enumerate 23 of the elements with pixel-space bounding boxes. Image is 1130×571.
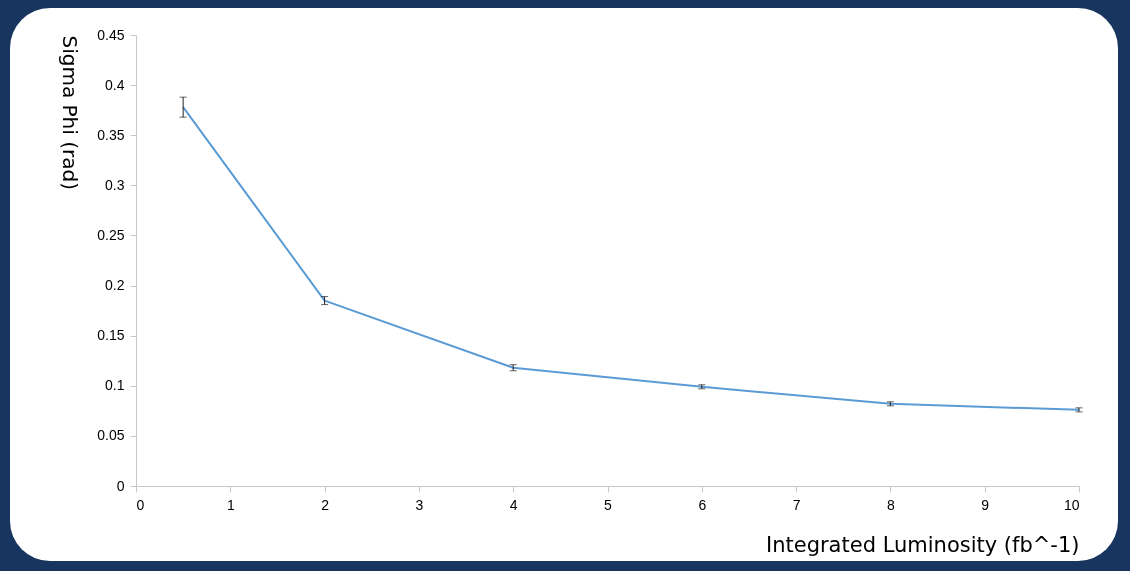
- x-tick-label: 6: [698, 496, 707, 513]
- x-tick-label: 0: [136, 496, 145, 513]
- x-axis-title: Integrated Luminosity (fb^-1): [766, 532, 1080, 557]
- x-tick-label: 7: [792, 496, 801, 513]
- y-axis-title: Sigma Phi (rad): [57, 35, 82, 190]
- x-tick-label: 10: [1063, 496, 1080, 513]
- x-tick-label: 4: [509, 496, 518, 513]
- y-tick-label: 0.25: [97, 226, 125, 243]
- y-tick-label: 0.1: [105, 377, 125, 394]
- y-tick-label: 0.45: [97, 26, 125, 43]
- y-tick-label: 0.15: [97, 327, 125, 344]
- y-tick-label: 0.05: [97, 427, 125, 444]
- y-tick-label: 0.35: [97, 126, 125, 143]
- x-tick-label: 3: [415, 496, 424, 513]
- y-tick-label: 0.4: [105, 76, 125, 93]
- x-tick-label: 5: [604, 496, 613, 513]
- y-tick-label: 0.3: [105, 176, 125, 193]
- x-tick-label: 1: [226, 496, 235, 513]
- x-tick-label: 9: [981, 496, 990, 513]
- y-tick-label: 0.2: [105, 277, 125, 294]
- x-tick-label: 2: [321, 496, 330, 513]
- y-tick-label: 0: [116, 477, 125, 494]
- x-tick-label: 8: [887, 496, 895, 513]
